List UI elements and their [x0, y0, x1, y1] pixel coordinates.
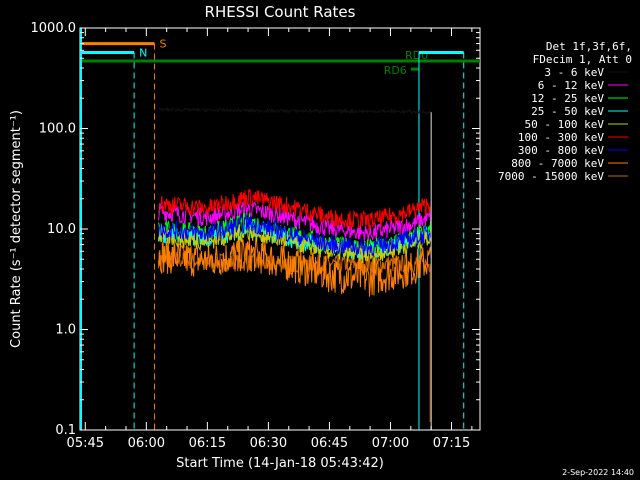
- x-axis-ticks: 05:45 06:00 06:15 06:30 06:45 07:00 07:15: [67, 28, 473, 451]
- legend-entry-label: 100 - 300 keV: [518, 131, 604, 144]
- legend-entry-label: 6 - 12 keV: [538, 79, 605, 92]
- marker-label: S: [159, 38, 166, 51]
- attenuator-markers: SN RD0 RD6: [80, 28, 480, 430]
- x-tick-label: 06:30: [250, 436, 287, 451]
- y-tick-label: 100.0: [39, 122, 76, 137]
- legend-entry-label: 3 - 6 keV: [544, 66, 604, 79]
- legend-entry-label: 7000 - 15000 keV: [498, 170, 604, 183]
- marker-label: RD0: [405, 49, 428, 62]
- footer-date: 2-Sep-2022 14:40: [562, 468, 634, 477]
- y-tick-label: 0.1: [55, 423, 76, 438]
- x-tick-label: 05:45: [67, 436, 104, 451]
- series-line: [158, 106, 432, 115]
- legend-entry-label: 12 - 25 keV: [531, 92, 604, 105]
- chart-title: RHESSI Count Rates: [205, 3, 356, 21]
- legend-entry-label: 300 - 800 keV: [518, 144, 604, 157]
- series-line: [158, 236, 432, 297]
- marker-label: N: [139, 47, 147, 60]
- x-tick-label: 06:45: [311, 436, 348, 451]
- x-tick-label: 06:15: [189, 436, 226, 451]
- x-tick-label: 07:15: [433, 436, 470, 451]
- series-line: [158, 189, 432, 232]
- x-tick-label: 07:00: [372, 436, 409, 451]
- y-tick-label: 10.0: [47, 222, 76, 237]
- data-series: [158, 106, 432, 430]
- y-tick-label: 1000.0: [31, 21, 77, 36]
- x-axis-label: Start Time (14-Jan-18 05:43:42): [176, 456, 384, 471]
- legend-entry-label: 50 - 100 keV: [525, 118, 605, 131]
- legend-header: Det 1f,3f,6f,: [546, 40, 632, 53]
- legend-entry-label: 800 - 7000 keV: [511, 157, 604, 170]
- x-tick-label: 06:00: [128, 436, 165, 451]
- y-axis-label: Count Rate (s⁻¹ detector segment⁻¹): [9, 110, 24, 348]
- legend-entry-label: 25 - 50 keV: [531, 105, 604, 118]
- legend-header: FDecim 1, Att 0: [533, 53, 632, 66]
- y-tick-label: 1.0: [55, 323, 76, 338]
- series-line: [158, 214, 432, 258]
- y-axis-ticks: 0.1 1.0 10.0 100.0 1000.0: [31, 21, 480, 438]
- marker-label: RD6: [384, 64, 407, 77]
